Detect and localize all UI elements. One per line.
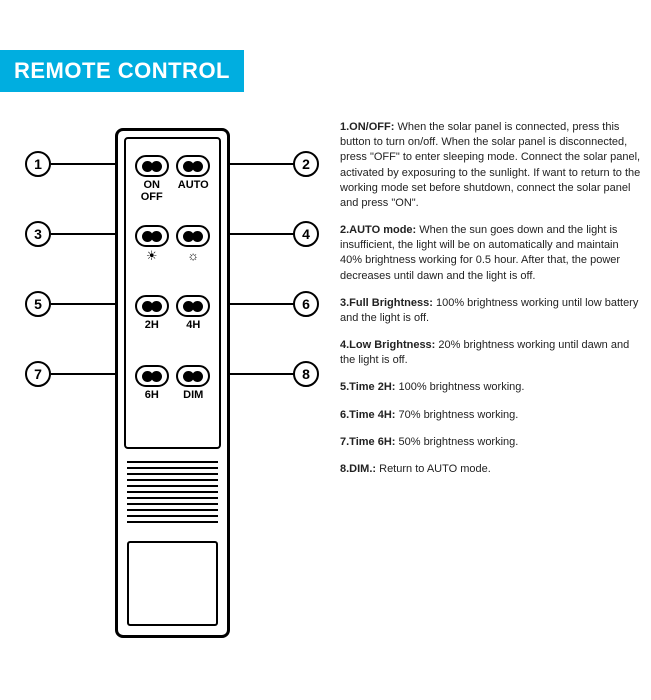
timer-6h-button[interactable]	[135, 365, 169, 387]
remote-diagram: 1 3 5 7 2 4 6 8 ON OFF	[0, 108, 340, 668]
button-group-4h: 4H	[173, 295, 215, 332]
desc-item-5: 5.Time 2H: 100% brightness working.	[340, 380, 642, 395]
description-list: 1.ON/OFF: When the solar panel is connec…	[340, 108, 650, 668]
button-group-full-brightness: ☀	[131, 225, 173, 262]
desc-item-7: 7.Time 6H: 50% brightness working.	[340, 435, 642, 450]
on-off-button[interactable]	[135, 155, 169, 177]
button-row: ☀ ☼	[126, 225, 219, 262]
callout-num: 3	[34, 226, 42, 242]
desc-text: When the solar panel is connected, press…	[340, 121, 640, 209]
desc-text: Return to AUTO mode.	[376, 463, 491, 475]
desc-label: 8.DIM.:	[340, 463, 376, 475]
desc-item-1: 1.ON/OFF: When the solar panel is connec…	[340, 120, 642, 211]
button-group-auto: AUTO	[173, 155, 215, 203]
button-group-6h: 6H	[131, 365, 173, 402]
desc-text: 100% brightness working.	[395, 381, 524, 393]
callout-2: 2	[293, 151, 319, 177]
callout-num: 4	[302, 226, 310, 242]
button-label: DIM	[183, 390, 203, 402]
auto-button[interactable]	[176, 155, 210, 177]
callout-num: 1	[34, 156, 42, 172]
desc-text: 50% brightness working.	[395, 436, 518, 448]
button-row: ON OFF AUTO	[126, 155, 219, 203]
desc-label: 3.Full Brightness:	[340, 297, 433, 309]
desc-item-2: 2.AUTO mode: When the sun goes down and …	[340, 223, 642, 284]
callout-8: 8	[293, 361, 319, 387]
callout-num: 6	[302, 296, 310, 312]
remote-grille	[127, 461, 218, 529]
callout-7: 7	[25, 361, 51, 387]
remote-bottom-panel	[127, 541, 218, 626]
callout-6: 6	[293, 291, 319, 317]
desc-label: 2.AUTO mode:	[340, 224, 416, 236]
page-title: REMOTE CONTROL	[14, 58, 230, 83]
button-label: ON OFF	[141, 180, 163, 203]
desc-item-8: 8.DIM.: Return to AUTO mode.	[340, 462, 642, 477]
callout-num: 8	[302, 366, 310, 382]
button-group-onoff: ON OFF	[131, 155, 173, 203]
button-row: 6H DIM	[126, 365, 219, 402]
button-label: AUTO	[178, 180, 209, 192]
button-group-dim: DIM	[173, 365, 215, 402]
button-group-low-brightness: ☼	[173, 225, 215, 262]
full-brightness-button[interactable]	[135, 225, 169, 247]
desc-text: 70% brightness working.	[395, 409, 518, 421]
callout-4: 4	[293, 221, 319, 247]
desc-label: 4.Low Brightness:	[340, 339, 435, 351]
desc-label: 6.Time 4H:	[340, 409, 395, 421]
callout-5: 5	[25, 291, 51, 317]
button-label: 2H	[145, 320, 159, 332]
callout-num: 5	[34, 296, 42, 312]
title-bar: REMOTE CONTROL	[0, 50, 244, 92]
sun-filled-icon: ☀	[146, 249, 158, 262]
callout-num: 7	[34, 366, 42, 382]
callout-num: 2	[302, 156, 310, 172]
desc-item-4: 4.Low Brightness: 20% brightness working…	[340, 338, 642, 368]
timer-2h-button[interactable]	[135, 295, 169, 317]
callout-1: 1	[25, 151, 51, 177]
button-label: 6H	[145, 390, 159, 402]
remote-button-panel: ON OFF AUTO ☀ ☼	[124, 137, 221, 449]
desc-item-3: 3.Full Brightness: 100% brightness worki…	[340, 296, 642, 326]
remote-body: ON OFF AUTO ☀ ☼	[115, 128, 230, 638]
dim-button[interactable]	[176, 365, 210, 387]
callout-3: 3	[25, 221, 51, 247]
button-label: 4H	[186, 320, 200, 332]
desc-label: 7.Time 6H:	[340, 436, 395, 448]
content: 1 3 5 7 2 4 6 8 ON OFF	[0, 108, 651, 668]
desc-label: 1.ON/OFF:	[340, 121, 394, 133]
timer-4h-button[interactable]	[176, 295, 210, 317]
desc-label: 5.Time 2H:	[340, 381, 395, 393]
low-brightness-button[interactable]	[176, 225, 210, 247]
button-group-2h: 2H	[131, 295, 173, 332]
button-row: 2H 4H	[126, 295, 219, 332]
desc-item-6: 6.Time 4H: 70% brightness working.	[340, 408, 642, 423]
sun-outline-icon: ☼	[187, 249, 199, 262]
